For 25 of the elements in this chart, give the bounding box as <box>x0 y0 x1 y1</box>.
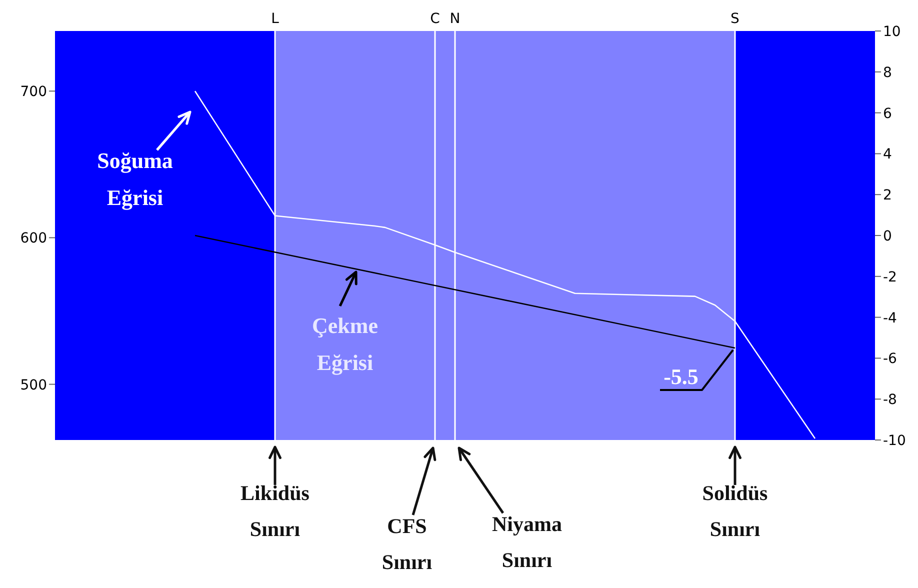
x-tick-label: S <box>730 11 740 27</box>
legend-label: Soğuma Eğrisi <box>97 148 173 210</box>
y2-tick-label: -8 <box>883 392 897 408</box>
y-tick-label: 700 <box>20 84 47 100</box>
ref-line-label: Likidüs Sınırı <box>240 481 310 541</box>
y2-tick-label: 8 <box>883 64 892 81</box>
ref-line-label: CFS Sınırı <box>382 514 432 574</box>
y2-tick-label: 4 <box>883 146 892 163</box>
y2-tick-label: 0 <box>883 228 892 244</box>
y2-tick-label: 6 <box>883 106 892 122</box>
y2-tick-label: -4 <box>883 310 898 326</box>
y-tick-label: 500 <box>20 377 47 394</box>
y2-tick-label: -6 <box>883 351 898 368</box>
annotation: -5.5 <box>664 364 698 389</box>
x-tick-label: L <box>271 11 280 27</box>
x-tick-label: C <box>430 11 440 27</box>
x-tick-label: N <box>450 11 460 27</box>
y2-tick-label: 2 <box>883 188 892 204</box>
y2-tick-label: -10 <box>883 432 906 449</box>
ref-line-label: Niyama Sınırı <box>492 512 562 572</box>
y2-tick-label: -2 <box>883 269 897 286</box>
y-tick-label: 600 <box>20 230 47 247</box>
ref-line-label: Solidüs Sınırı <box>702 481 768 541</box>
y2-tick-label: 10 <box>883 24 901 40</box>
legend-label: Çekme Eğrisi <box>312 313 378 375</box>
